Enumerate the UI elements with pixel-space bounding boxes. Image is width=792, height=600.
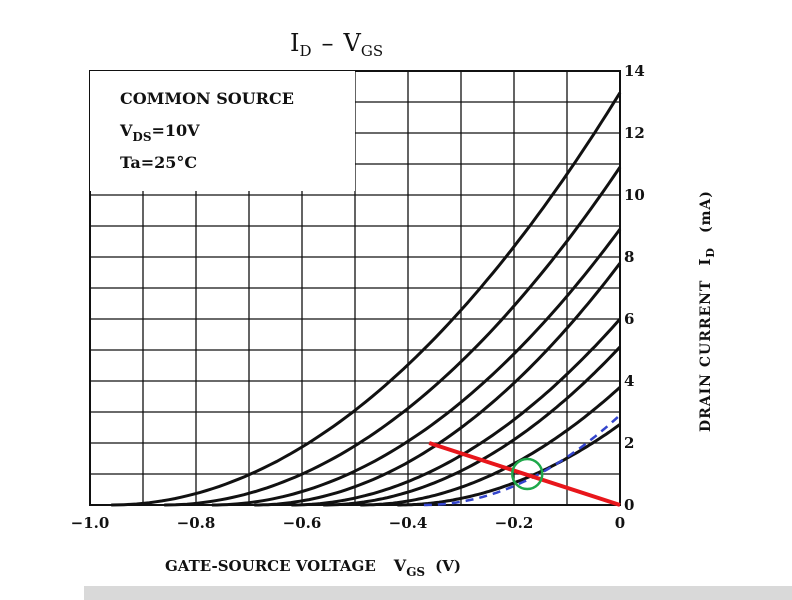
y-tick-label: 2 bbox=[624, 434, 634, 452]
y-axis-label: DRAIN CURRENTID(mA) bbox=[696, 190, 717, 432]
y-tick-label: 8 bbox=[624, 248, 634, 266]
operating-point-circle bbox=[511, 457, 544, 491]
x-tick-label: −0.2 bbox=[495, 514, 534, 532]
transfer-curve-3 bbox=[211, 228, 622, 507]
transfer-curve-7 bbox=[360, 386, 622, 507]
x-tick-label: 0 bbox=[615, 514, 625, 532]
x-tick-label: −1.0 bbox=[71, 514, 110, 532]
x-ticks: −1.0 −0.8 −0.6 −0.4 −0.2 0 bbox=[71, 514, 626, 532]
y-tick-label: 4 bbox=[624, 372, 634, 390]
transfer-curve-1 bbox=[111, 91, 622, 507]
y-ticks: 0 2 4 6 8 10 12 14 bbox=[624, 62, 645, 514]
x-tick-label: −0.4 bbox=[389, 514, 428, 532]
load-line bbox=[428, 441, 621, 507]
x-axis-label: GATE-SOURCE VOLTAGE VGS (V) bbox=[165, 556, 461, 579]
y-tick-label: 0 bbox=[624, 496, 634, 514]
transfer-curve-5 bbox=[291, 318, 622, 507]
y-tick-label: 14 bbox=[624, 62, 645, 80]
x-tick-label: −0.6 bbox=[283, 514, 322, 532]
transfer-curve-6 bbox=[323, 345, 622, 507]
chart-title: ID – VGS bbox=[290, 29, 383, 60]
y-tick-label: 10 bbox=[624, 186, 645, 204]
transfer-curve-2 bbox=[164, 166, 622, 507]
curves bbox=[111, 91, 622, 507]
conditions-box bbox=[90, 71, 355, 191]
overlay bbox=[428, 441, 621, 507]
conditions-line1: COMMON SOURCE bbox=[120, 89, 294, 108]
conditions-line2: VDS=10V bbox=[119, 121, 200, 144]
x-tick-label: −0.8 bbox=[177, 514, 216, 532]
y-tick-label: 12 bbox=[624, 124, 645, 142]
conditions-line3: Ta=25°C bbox=[120, 153, 197, 172]
dashed-curve bbox=[423, 414, 621, 507]
y-tick-label: 6 bbox=[624, 310, 634, 328]
transfer-curve-8 bbox=[397, 423, 621, 507]
bottom-scroll-strip bbox=[84, 586, 792, 600]
